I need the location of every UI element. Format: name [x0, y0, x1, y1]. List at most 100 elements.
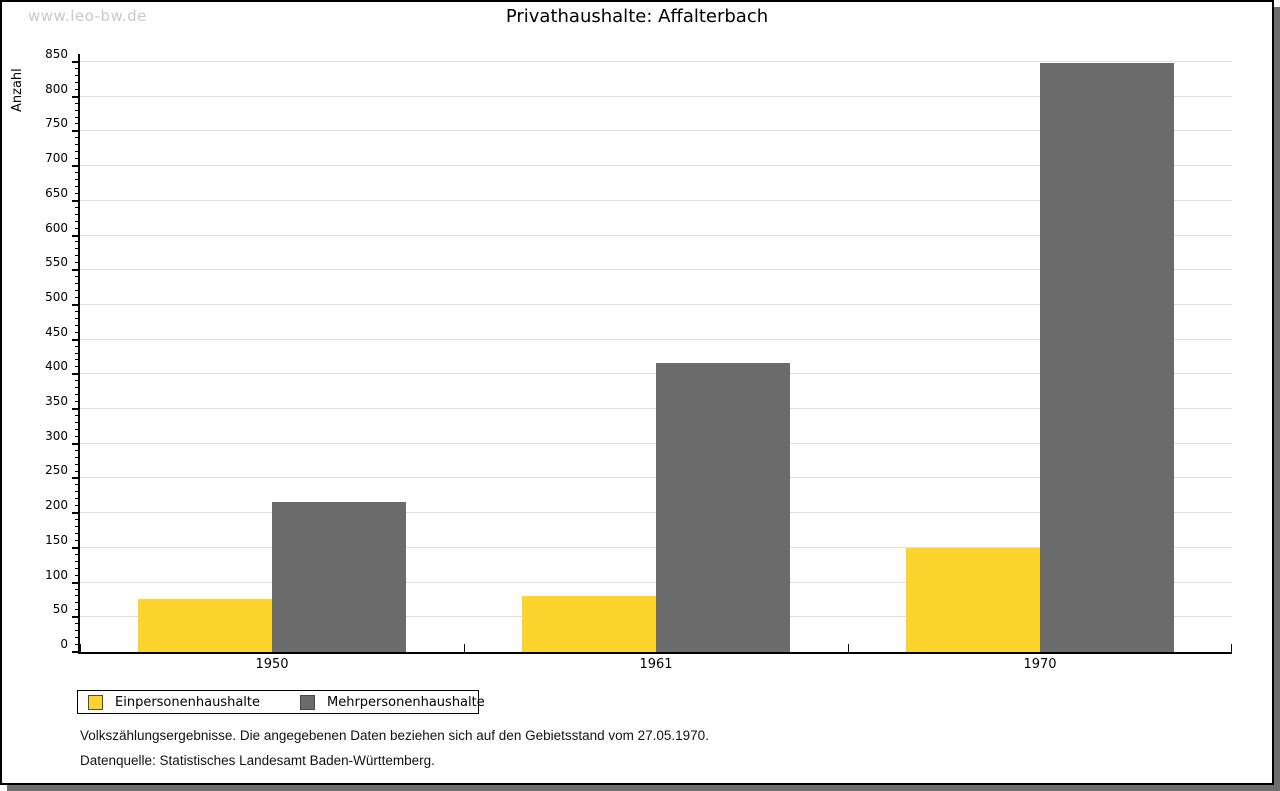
y-tick-label-450: 450 [45, 324, 68, 339]
y-tick-minor-370 [75, 394, 78, 396]
y-tick-minor-280 [75, 456, 78, 458]
y-tick-label-700: 700 [45, 151, 68, 166]
bar-einpersonenhaushalte-1970 [906, 547, 1040, 652]
y-tick-major-600 [72, 234, 78, 237]
x-category-label-1970: 1970 [1023, 657, 1057, 672]
x-category-label-1950: 1950 [255, 657, 289, 672]
y-tick-label-100: 100 [45, 567, 68, 582]
gridline-550 [80, 269, 1232, 271]
x-category-label-1961: 1961 [639, 657, 673, 672]
y-tick-minor-690 [75, 172, 78, 174]
plot-area: 0 50 100 150 200 250 300 350 400 450 500 550 600 650 7… [45, 47, 1232, 672]
y-tick-minor-560 [75, 262, 78, 264]
y-tick-minor-720 [75, 151, 78, 153]
y-tick-major-500 [72, 303, 78, 306]
y-tick-minor-130 [75, 560, 78, 562]
y-tick-minor-420 [75, 359, 78, 361]
legend-item-einpersonenhaushalte: Einpersonenhaushalte [88, 694, 260, 710]
y-tick-minor-140 [75, 553, 78, 555]
y-tick-major-200 [72, 512, 78, 515]
y-tick-minor-10 [75, 644, 78, 646]
y-tick-minor-310 [75, 435, 78, 437]
y-tick-minor-730 [75, 144, 78, 146]
y-tick-major-250 [72, 477, 78, 480]
y-tick-minor-260 [75, 470, 78, 472]
y-tick-major-550 [72, 269, 78, 272]
y-tick-minor-440 [75, 345, 78, 347]
legend-label-mehrpersonenhaushalte: Mehrpersonenhaushalte [327, 694, 485, 710]
y-tick-label-550: 550 [45, 255, 68, 270]
x-boundary-tick-2 [848, 644, 849, 652]
y-tick-minor-330 [75, 421, 78, 423]
y-axis-line [78, 54, 80, 652]
y-tick-major-300 [72, 442, 78, 445]
y-tick-minor-520 [75, 290, 78, 292]
y-tick-minor-680 [75, 179, 78, 180]
y-tick-minor-630 [75, 213, 78, 215]
legend: Einpersonenhaushalte Mehrpersonenhaushal… [77, 690, 485, 714]
y-tick-minor-70 [75, 602, 78, 604]
y-tick-minor-380 [75, 387, 78, 389]
x-boundary-tick-1 [464, 644, 465, 652]
y-tick-major-350 [72, 408, 78, 411]
y-tick-minor-820 [75, 81, 78, 83]
y-tick-minor-90 [75, 588, 78, 590]
y-tick-label-850: 850 [45, 47, 68, 61]
y-tick-major-450 [72, 338, 78, 341]
y-tick-label-650: 650 [45, 185, 68, 200]
gridline-650 [80, 199, 1232, 201]
gridline-800 [80, 95, 1232, 97]
y-tick-minor-530 [75, 283, 78, 285]
y-tick-minor-120 [75, 567, 78, 569]
y-tick-minor-60 [75, 609, 78, 611]
gridline-700 [80, 165, 1232, 167]
y-tick-minor-110 [75, 574, 78, 576]
y-tick-minor-830 [75, 74, 78, 76]
y-tick-minor-80 [75, 595, 78, 597]
y-tick-minor-180 [75, 526, 78, 528]
y-axis-title: Anzahl [10, 68, 25, 112]
y-tick-major-400 [72, 373, 78, 376]
legend-swatch-mehrpersonenhaushalte [300, 694, 315, 710]
watermark: www.leo-bw.de [28, 7, 147, 25]
gridline-600 [80, 234, 1232, 236]
y-tick-minor-770 [75, 116, 78, 118]
y-tick-minor-570 [75, 255, 78, 257]
y-tick-minor-480 [75, 317, 78, 319]
y-tick-minor-780 [75, 109, 78, 111]
y-tick-minor-220 [75, 498, 78, 500]
y-tick-minor-740 [75, 137, 78, 139]
y-tick-minor-340 [75, 415, 78, 416]
gridline-500 [80, 303, 1232, 305]
chart-title: Privathaushalte: Affalterbach [505, 6, 769, 27]
legend-swatch-einpersonenhaushalte [88, 694, 103, 710]
y-tick-major-800 [72, 95, 78, 98]
y-tick-label-750: 750 [45, 116, 68, 131]
y-tick-label-600: 600 [45, 220, 68, 235]
y-tick-minor-240 [75, 484, 78, 486]
bar-einpersonenhaushalte-1950 [138, 598, 272, 652]
footer-note: Volkszählungsergebnisse. Die angegebenen… [80, 728, 709, 743]
y-tick-minor-490 [75, 310, 78, 312]
y-tick-minor-840 [75, 67, 78, 69]
y-tick-minor-660 [75, 192, 78, 194]
y-tick-major-700 [72, 165, 78, 168]
y-tick-label-350: 350 [45, 394, 68, 409]
y-tick-minor-670 [75, 185, 78, 187]
bar-mehrpersonenhaushalte-1950 [272, 502, 406, 652]
y-tick-minor-610 [75, 227, 78, 229]
y-tick-minor-40 [75, 623, 78, 625]
y-tick-major-0 [72, 651, 78, 653]
y-tick-minor-160 [75, 539, 78, 541]
gridline-450 [80, 338, 1232, 340]
y-tick-label-150: 150 [45, 532, 68, 547]
y-tick-minor-320 [75, 428, 78, 430]
y-tick-minor-190 [75, 519, 78, 521]
y-tick-minor-640 [75, 206, 78, 208]
y-tick-minor-390 [75, 380, 78, 382]
y-tick-minor-760 [75, 123, 78, 125]
y-tick-minor-410 [75, 366, 78, 368]
y-tick-major-750 [72, 130, 78, 133]
y-tick-label-50: 50 [52, 602, 68, 617]
